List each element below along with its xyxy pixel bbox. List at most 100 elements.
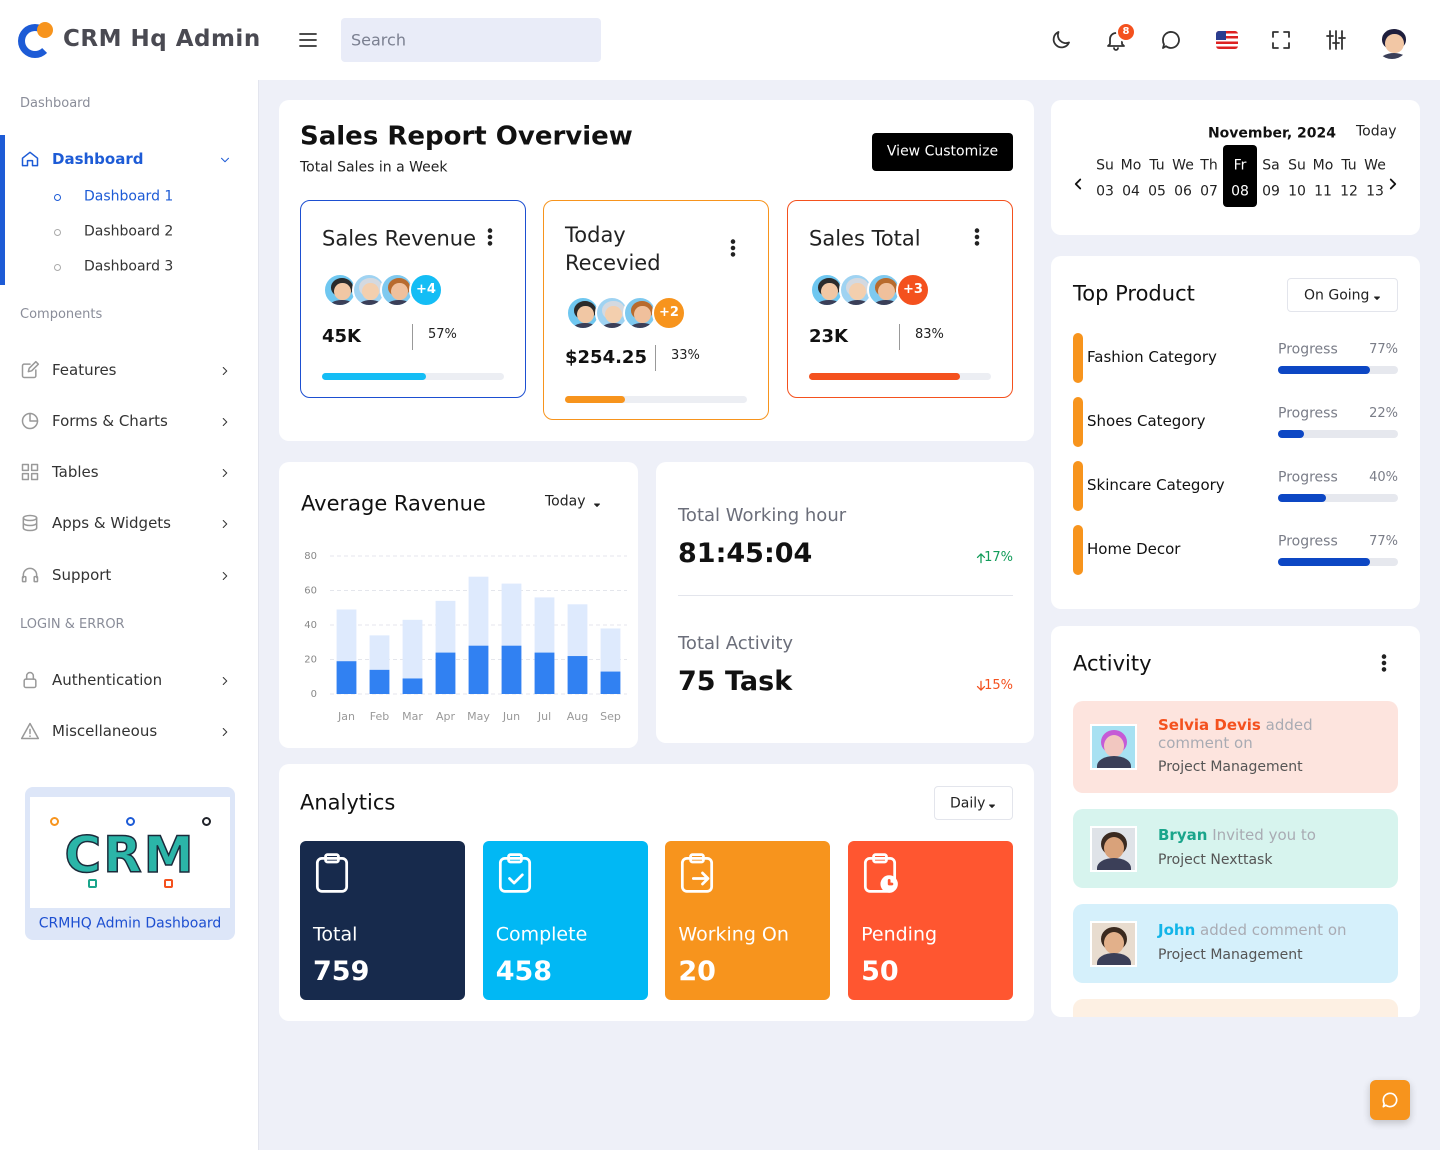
analytics-card: Analytics Daily Total 759 Complete 458 Working… <box>279 764 1034 1021</box>
nav-icon-glyph <box>23 671 37 689</box>
stat-arrow-glyph <box>976 680 986 691</box>
progress-fill <box>809 373 961 380</box>
nav-icon-glyph <box>22 567 38 579</box>
calendar-date[interactable]: 13 <box>1366 183 1384 200</box>
view-customize-button[interactable]: View Customize <box>872 133 1013 171</box>
nav-icon-glyph <box>30 472 39 481</box>
calendar-date[interactable]: 04 <box>1122 183 1140 200</box>
tile-icon <box>675 851 719 895</box>
tile-icon-glyph <box>506 853 523 864</box>
dropdown-caret-glyph <box>1374 296 1380 300</box>
promo-image: CRM <box>30 797 230 908</box>
dropdown-caret-glyph <box>989 804 995 808</box>
analytics-title: Analytics <box>300 790 396 815</box>
sub-nav-label: Dashboard 3 <box>84 258 174 275</box>
analytics-tile[interactable]: Working On 20 <box>665 841 831 1000</box>
progress-track <box>1278 430 1398 438</box>
calendar-date[interactable]: 07 <box>1200 183 1218 200</box>
calendar-date[interactable]: 03 <box>1096 183 1114 200</box>
nav-chevron-glyph <box>222 468 228 478</box>
analytics-tile[interactable]: Complete 458 <box>482 841 648 1000</box>
sub-nav-item[interactable]: Dashboard 3 <box>40 252 240 282</box>
calendar-date[interactable]: 11 <box>1314 183 1332 200</box>
language-flag[interactable] <box>1216 31 1238 49</box>
fullscreen[interactable] <box>1269 28 1293 52</box>
avatar-more: +3 <box>896 273 930 307</box>
average-revenue-card: Average Ravenue Today 0 20 40 60 80 Jan Feb Mar Ap… <box>279 462 638 748</box>
notification-count: 8 <box>1122 26 1130 37</box>
search-box[interactable]: Search <box>341 18 601 62</box>
progress-fill <box>1278 494 1326 502</box>
avatar-more-count: +2 <box>659 305 679 321</box>
dropdown-caret <box>591 496 603 508</box>
calendar-date[interactable]: 10 <box>1288 183 1306 200</box>
tile-icon-glyph <box>872 853 888 864</box>
activity-item[interactable]: Selvia Devis added comment on Project Man… <box>1073 701 1398 793</box>
analytics-dropdown[interactable]: Daily <box>934 786 1013 820</box>
analytics-tile[interactable]: Total 759 <box>300 841 465 1000</box>
floating-chat-button[interactable] <box>1370 1080 1410 1120</box>
calendar-today[interactable]: Today <box>1356 123 1397 140</box>
avatar[interactable] <box>1373 23 1411 61</box>
sales-report-title: Sales Report Overview <box>300 121 633 152</box>
calendar-date[interactable]: 06 <box>1174 183 1192 200</box>
stat-label: Total Activity <box>678 633 794 655</box>
sub-nav-item[interactable]: Dashboard 2 <box>40 217 240 247</box>
avatar-face <box>362 282 379 301</box>
sidebar <box>0 80 259 1150</box>
analytics-tile[interactable]: Pending 50 <box>848 841 1014 1000</box>
nav-item[interactable]: Miscellaneous <box>14 713 246 749</box>
activity-menu[interactable] <box>1373 652 1395 674</box>
stat-value: 81:45:04 <box>678 537 813 569</box>
calendar-date[interactable]: 08 <box>1231 183 1249 200</box>
avatar-more-count: +4 <box>416 282 436 298</box>
calendar-prev[interactable] <box>1069 175 1087 193</box>
tile-label: Total <box>313 923 358 946</box>
nav-item[interactable]: Tables <box>14 454 246 490</box>
nav-item[interactable]: Apps & Widgets <box>14 505 246 541</box>
nav-item[interactable]: Dashboard <box>14 141 246 177</box>
nav-label: Forms & Charts <box>52 412 168 430</box>
progress-track <box>1278 494 1398 502</box>
activity-avatar <box>1090 920 1137 967</box>
card-menu[interactable] <box>966 226 988 248</box>
bar <box>402 619 423 694</box>
promo-decor <box>50 817 59 826</box>
calendar-date[interactable]: 05 <box>1148 183 1166 200</box>
menu-toggle[interactable] <box>296 28 320 52</box>
brand-logo-dot <box>37 22 53 38</box>
nav-item[interactable]: Forms & Charts <box>14 403 246 439</box>
y-tick-label: 20 <box>304 655 317 666</box>
tile-value: 50 <box>861 955 899 987</box>
calendar-date[interactable]: 12 <box>1340 183 1358 200</box>
x-tick-label: Jun <box>502 710 520 723</box>
bar <box>435 652 456 694</box>
nav-chevron <box>218 568 232 582</box>
calendar-date[interactable]: 09 <box>1262 183 1280 200</box>
card-menu[interactable] <box>722 237 744 259</box>
x-tick-label: Jul <box>537 710 551 723</box>
nav-item[interactable]: Features <box>14 352 246 388</box>
promo-card[interactable]: CRM CRMHQ Admin Dashboard <box>25 787 235 940</box>
tile-value: 20 <box>678 955 716 987</box>
stat-label: Total Working hour <box>678 505 847 527</box>
promo-decor <box>88 879 97 888</box>
settings[interactable] <box>1324 28 1348 52</box>
nav-item[interactable]: Support <box>14 557 246 593</box>
theme-toggle[interactable] <box>1049 28 1073 52</box>
activity-item[interactable]: Bryan Invited you to Project Nexttask <box>1073 809 1398 888</box>
work-stats-card: Total Working hour 81:45:04 17% Total Activ… <box>656 462 1034 743</box>
activity-item[interactable]: John added comment on Project Management <box>1073 904 1398 983</box>
card-menu[interactable] <box>479 226 501 248</box>
sub-nav-label: Dashboard 1 <box>84 188 174 205</box>
tile-icon <box>493 851 537 895</box>
sub-nav-item[interactable]: Dashboard 1 <box>40 182 240 212</box>
messages[interactable] <box>1159 28 1183 52</box>
fullscreen-glyph <box>1272 31 1290 49</box>
nav-item[interactable]: Authentication <box>14 662 246 698</box>
calendar-next[interactable] <box>1384 175 1402 193</box>
top-product-dropdown[interactable]: On Going <box>1287 278 1398 312</box>
chart-dropdown[interactable]: Today <box>541 490 611 514</box>
card-menu-glyph <box>487 228 493 233</box>
card-menu-glyph <box>730 239 736 257</box>
